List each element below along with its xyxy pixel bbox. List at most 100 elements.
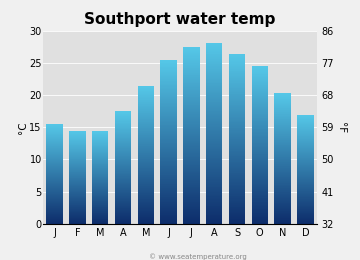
Bar <box>92 146 108 147</box>
Bar <box>183 95 199 96</box>
Bar <box>183 194 199 195</box>
Bar <box>183 149 199 150</box>
Bar <box>46 153 63 154</box>
Bar <box>161 209 177 210</box>
Bar <box>274 112 291 113</box>
Bar <box>115 185 131 186</box>
Bar <box>183 217 199 218</box>
Bar <box>161 82 177 83</box>
Bar <box>183 185 199 186</box>
Bar <box>138 139 154 140</box>
Bar <box>161 111 177 112</box>
Bar <box>297 125 314 126</box>
Bar <box>206 178 222 179</box>
Bar <box>161 61 177 62</box>
Bar <box>206 126 222 127</box>
Bar <box>46 124 63 125</box>
Bar <box>206 100 222 101</box>
Bar <box>138 209 154 210</box>
Bar <box>115 197 131 198</box>
Bar <box>183 216 199 217</box>
Bar <box>206 102 222 103</box>
Bar <box>297 168 314 169</box>
Bar <box>252 81 268 82</box>
Bar <box>138 95 154 96</box>
Bar <box>252 109 268 110</box>
Bar <box>297 180 314 181</box>
Bar <box>229 137 245 138</box>
Bar <box>274 138 291 139</box>
Bar <box>183 111 199 112</box>
Bar <box>161 196 177 197</box>
Bar <box>92 141 108 142</box>
Bar <box>183 73 199 74</box>
Bar <box>92 195 108 196</box>
Bar <box>206 202 222 203</box>
Bar <box>183 138 199 139</box>
Bar <box>115 129 131 130</box>
Bar <box>183 189 199 190</box>
Bar <box>92 222 108 223</box>
Bar <box>206 184 222 185</box>
Bar <box>92 140 108 141</box>
Bar <box>183 168 199 169</box>
Bar <box>252 122 268 123</box>
Bar <box>274 201 291 202</box>
Bar <box>138 127 154 128</box>
Bar <box>115 167 131 168</box>
Bar <box>229 201 245 202</box>
Bar <box>274 192 291 193</box>
Bar <box>206 179 222 180</box>
Bar <box>229 96 245 97</box>
Bar <box>69 188 86 189</box>
Bar <box>46 186 63 187</box>
Bar <box>274 104 291 105</box>
Bar <box>297 207 314 208</box>
Bar <box>183 78 199 79</box>
Bar <box>274 144 291 145</box>
Bar <box>297 186 314 187</box>
Bar <box>274 168 291 169</box>
Bar <box>46 195 63 196</box>
Bar <box>69 185 86 186</box>
Bar <box>252 184 268 185</box>
Bar <box>161 130 177 131</box>
Bar <box>274 108 291 109</box>
Bar <box>274 154 291 155</box>
Bar <box>274 193 291 194</box>
Bar <box>183 190 199 191</box>
Bar <box>92 182 108 183</box>
Bar <box>274 196 291 197</box>
Bar <box>229 61 245 62</box>
Bar <box>274 164 291 165</box>
Bar <box>69 141 86 142</box>
Bar <box>274 208 291 209</box>
Bar <box>229 172 245 173</box>
Bar <box>138 119 154 120</box>
Bar <box>229 223 245 224</box>
Bar <box>206 189 222 190</box>
Bar <box>138 132 154 133</box>
Bar <box>297 119 314 120</box>
Bar <box>252 93 268 94</box>
Bar <box>115 207 131 208</box>
Bar <box>92 180 108 181</box>
Bar <box>274 198 291 199</box>
Bar <box>69 171 86 172</box>
Bar <box>252 150 268 151</box>
Bar <box>115 145 131 146</box>
Bar <box>206 81 222 82</box>
Bar <box>138 86 154 87</box>
Bar <box>252 125 268 126</box>
Bar <box>252 132 268 133</box>
Bar <box>252 223 268 224</box>
Bar <box>206 150 222 151</box>
Bar <box>206 200 222 201</box>
Bar <box>46 167 63 168</box>
Bar <box>138 100 154 101</box>
Bar <box>92 208 108 209</box>
Bar <box>252 77 268 78</box>
Bar <box>115 152 131 153</box>
Bar <box>46 193 63 194</box>
Bar <box>46 210 63 211</box>
